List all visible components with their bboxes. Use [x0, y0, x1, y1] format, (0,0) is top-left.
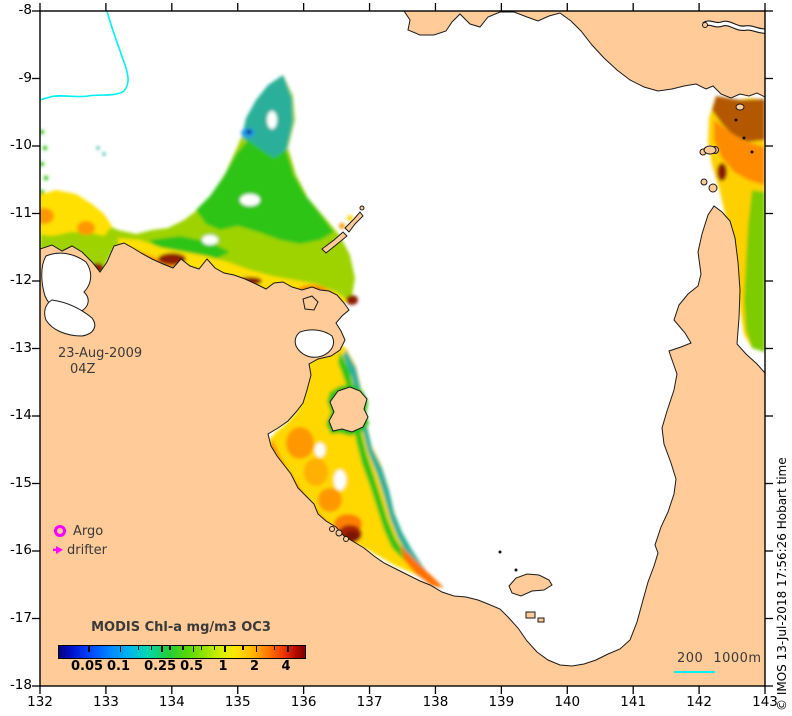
- contour-scale-label: 200 1000m: [677, 651, 762, 666]
- colorbar-tick: [287, 646, 289, 652]
- colorbar-minor-tick: [182, 646, 184, 650]
- australia-landmass: [40, 205, 765, 686]
- torres-islet: [735, 103, 745, 111]
- van-diemen-gulf-bay: [41, 252, 92, 314]
- pellew-islet: [335, 529, 343, 537]
- y-tick-label: -14: [9, 407, 32, 423]
- y-tick-label: -11: [9, 204, 32, 221]
- torres-islet: [708, 183, 718, 193]
- y-tick-label: -8: [18, 2, 32, 18]
- y-tick-label: -9: [18, 69, 32, 86]
- new-guinea-landmass: [403, 11, 765, 99]
- x-tick-label: 139: [488, 694, 515, 710]
- argo-legend-label: Argo: [73, 524, 104, 539]
- axis-ticks: [32, 3, 773, 694]
- colorbar-minor-tick: [200, 646, 203, 650]
- colorbar-tick-label: 0.1: [106, 659, 131, 674]
- date-label: 23-Aug-2009: [58, 346, 143, 361]
- colorbar-tick-label: 1: [218, 659, 228, 674]
- islet-specks: [498, 118, 754, 572]
- colorbar-tick-label: 0.5: [180, 659, 204, 674]
- colorbar-tick-label: 0.05: [70, 659, 104, 674]
- contour-1000-label: 1000m: [713, 651, 762, 666]
- land-layer: [40, 11, 765, 686]
- drifter-legend-label: drifter: [67, 543, 107, 558]
- chlorophyll-layer: [40, 75, 765, 588]
- y-tick-label: -10: [9, 137, 32, 153]
- colorbar-tick: [119, 646, 121, 652]
- torres-islet: [700, 178, 708, 186]
- drifter-marker-icon: [53, 546, 63, 554]
- x-tick-label: 132: [27, 694, 53, 710]
- x-tick-label: 136: [290, 694, 317, 710]
- x-tick-label: 133: [93, 694, 119, 710]
- mornington-island: [508, 573, 553, 597]
- x-tick-label: 141: [620, 694, 647, 710]
- wessel-islands: [344, 211, 364, 233]
- pellew-islet: [343, 536, 349, 542]
- colorbar-minor-tick: [169, 646, 171, 650]
- colorbar-tick-label: 2: [250, 659, 260, 674]
- contour-200m-sample-line: [674, 671, 715, 673]
- argo-marker-icon: [54, 525, 66, 537]
- x-tick-label: 134: [158, 694, 185, 710]
- bickerton-island: [302, 295, 319, 311]
- colorbar-tick-label: 0.25: [144, 659, 177, 674]
- colorbar-minor-tick: [213, 646, 216, 650]
- copyright-text: © IMOS 13-Jul-2018 17:56:26 Hobart time: [775, 457, 789, 711]
- bathymetry-contour-200m: [40, 11, 129, 101]
- x-tick-label: 143: [752, 694, 778, 710]
- y-tick-label: -13: [9, 339, 32, 356]
- colorbar-minor-tick: [242, 646, 244, 650]
- colorbar-tick: [192, 646, 195, 652]
- colorbar: [58, 645, 306, 659]
- y-tick-label: -15: [9, 474, 32, 491]
- x-tick-label: 142: [686, 694, 712, 710]
- colorbar-tick: [88, 646, 90, 652]
- wellesley-islet: [537, 617, 545, 623]
- contour-200-label: 200: [677, 651, 704, 666]
- y-tick-label: -16: [9, 542, 32, 558]
- blue-mud-bay: [294, 329, 335, 358]
- x-tick-label: 135: [224, 694, 251, 710]
- colorbar-minor-tick: [137, 646, 140, 650]
- y-tick-label: -12: [9, 272, 32, 288]
- time-label: 04Z: [70, 362, 96, 377]
- y-tick-label: -18: [9, 677, 32, 693]
- x-tick-label: 138: [422, 694, 449, 710]
- wessel-islands: [321, 231, 348, 254]
- colorbar-tick-label: 4: [281, 659, 291, 674]
- wellesley-islet: [525, 611, 536, 619]
- x-tick-label: 140: [554, 694, 581, 710]
- groote-eylandt-island: [328, 386, 369, 433]
- wessel-islet: [359, 205, 365, 211]
- colorbar-title: MODIS Chl-a mg/m3 OC3: [91, 620, 271, 635]
- colorbar-tick: [224, 646, 226, 652]
- colorbar-tick: [161, 646, 163, 652]
- pellew-islet: [329, 526, 335, 532]
- x-tick-label: 137: [356, 694, 383, 710]
- channel-islet: [702, 22, 708, 28]
- colorbar-minor-tick: [273, 646, 276, 650]
- coastal-bay: [44, 299, 96, 337]
- colorbar-tick: [255, 646, 258, 652]
- y-tick-label: -17: [9, 609, 32, 626]
- colorbar-minor-tick: [150, 646, 153, 650]
- torres-islet: [703, 145, 717, 155]
